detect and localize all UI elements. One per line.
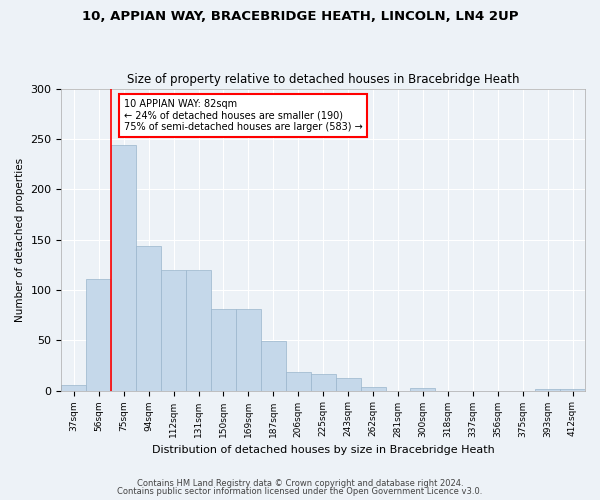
Bar bbox=[361, 386, 386, 390]
Bar bbox=[410, 388, 436, 390]
Bar bbox=[211, 309, 236, 390]
Bar bbox=[261, 341, 286, 390]
X-axis label: Distribution of detached houses by size in Bracebridge Heath: Distribution of detached houses by size … bbox=[152, 445, 494, 455]
Bar bbox=[286, 372, 311, 390]
Text: Contains public sector information licensed under the Open Government Licence v3: Contains public sector information licen… bbox=[118, 487, 482, 496]
Title: Size of property relative to detached houses in Bracebridge Heath: Size of property relative to detached ho… bbox=[127, 73, 520, 86]
Text: 10, APPIAN WAY, BRACEBRIDGE HEATH, LINCOLN, LN4 2UP: 10, APPIAN WAY, BRACEBRIDGE HEATH, LINCO… bbox=[82, 10, 518, 23]
Text: Contains HM Land Registry data © Crown copyright and database right 2024.: Contains HM Land Registry data © Crown c… bbox=[137, 478, 463, 488]
Bar bbox=[236, 309, 261, 390]
Bar bbox=[161, 270, 186, 390]
Bar bbox=[535, 388, 560, 390]
Y-axis label: Number of detached properties: Number of detached properties bbox=[15, 158, 25, 322]
Bar bbox=[335, 378, 361, 390]
Bar bbox=[136, 246, 161, 390]
Text: 10 APPIAN WAY: 82sqm
← 24% of detached houses are smaller (190)
75% of semi-deta: 10 APPIAN WAY: 82sqm ← 24% of detached h… bbox=[124, 98, 362, 132]
Bar bbox=[186, 270, 211, 390]
Bar bbox=[560, 388, 585, 390]
Bar bbox=[61, 384, 86, 390]
Bar bbox=[311, 374, 335, 390]
Bar bbox=[111, 145, 136, 390]
Bar bbox=[86, 279, 111, 390]
